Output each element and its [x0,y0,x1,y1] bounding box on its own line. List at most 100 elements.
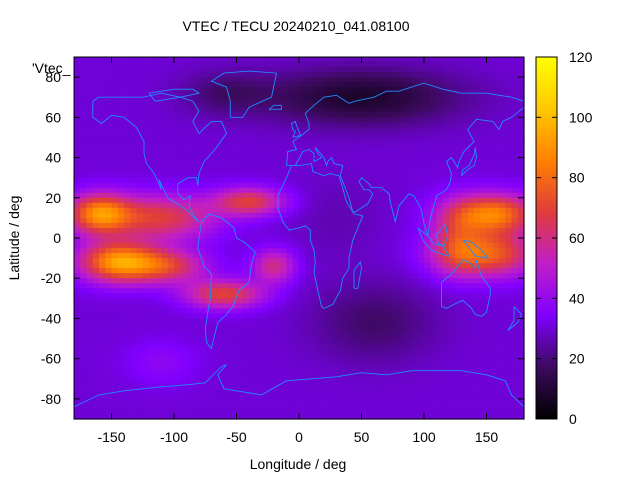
heatmap-cell [255,177,263,184]
heatmap-cell [324,62,331,68]
heatmap-cell [192,248,200,254]
heatmap-cell [86,67,94,73]
heatmap-cell [111,248,119,254]
heatmap-cell [99,373,106,380]
heatmap-cell [417,378,425,385]
heatmap-cell [424,82,431,88]
heatmap-cell [299,328,306,335]
heatmap-cell [324,388,331,395]
heatmap-cell [411,363,419,370]
heatmap-cell [436,363,444,370]
heatmap-cell [86,363,94,370]
heatmap-cell [86,77,94,83]
heatmap-cell [480,253,488,259]
heatmap-cell [242,303,250,309]
heatmap-cell [286,303,294,309]
heatmap-cell [424,398,431,405]
heatmap-cell [274,132,281,139]
heatmap-cell [224,217,231,224]
heatmap-cell [424,378,431,385]
heatmap-cell [192,177,200,184]
heatmap-cell [480,288,488,294]
heatmap-cell [105,137,113,144]
heatmap-cell [224,177,231,184]
heatmap-cell [380,182,388,189]
heatmap-cell [392,192,400,199]
heatmap-cell [392,298,400,304]
heatmap-cell [280,147,288,154]
heatmap-cell [505,278,513,284]
heatmap-cell [349,358,356,365]
heatmap-cell [449,353,456,360]
heatmap-cell [192,273,200,279]
heatmap-cell [324,202,331,209]
heatmap-cell [399,187,406,194]
heatmap-cell [186,152,194,159]
heatmap-cell [305,142,313,149]
heatmap-cell [361,298,369,304]
heatmap-cell [467,298,475,304]
heatmap-cell [136,348,144,355]
heatmap-cell [186,57,194,63]
heatmap-cell [336,333,344,340]
heatmap-cell [136,253,144,259]
heatmap-cell [305,373,313,380]
heatmap-cell [174,283,181,289]
heatmap-cell [342,303,350,309]
heatmap-cell [155,192,163,199]
heatmap-cell [505,253,513,259]
heatmap-cell [217,303,225,309]
heatmap-cell [155,263,163,269]
heatmap-cell [161,122,169,128]
heatmap-cell [417,313,425,320]
heatmap-cell [255,303,263,309]
heatmap-cell [417,222,425,229]
heatmap-cell [442,207,450,214]
heatmap-cell [424,268,431,274]
heatmap-cell [261,398,269,405]
heatmap-cell [99,97,106,103]
heatmap-cell [324,192,331,199]
heatmap-cell [405,117,413,123]
heatmap-cell [430,353,438,360]
heatmap-cell [299,137,306,144]
heatmap-cell [199,182,206,189]
heatmap-cell [155,308,163,315]
heatmap-cell [249,232,256,239]
heatmap-cell [130,107,138,113]
heatmap-cell [217,248,225,254]
heatmap-cell [230,398,238,405]
heatmap-cell [192,117,200,123]
heatmap-cell [174,273,181,279]
heatmap-cell [255,222,263,229]
heatmap-cell [236,358,244,365]
heatmap-cell [242,338,250,345]
heatmap-cell [511,373,519,380]
heatmap-cell [105,82,113,88]
heatmap-cell [124,172,131,179]
heatmap-cell [311,182,319,189]
heatmap-cell [136,293,144,299]
heatmap-cell [355,263,363,269]
heatmap-cell [492,303,500,309]
heatmap-cell [224,263,231,269]
heatmap-cell [305,117,313,123]
heatmap-cell [299,57,306,63]
heatmap-cell [255,62,263,68]
heatmap-cell [349,393,356,400]
heatmap-cell [455,283,463,289]
heatmap-cell [136,343,144,350]
heatmap-cell [205,232,213,239]
heatmap-cell [224,112,231,118]
heatmap-cell [486,162,494,169]
heatmap-cell [486,107,494,113]
heatmap-cell [311,127,319,134]
heatmap-cell [274,232,281,239]
heatmap-cell [199,187,206,194]
heatmap-cell [99,308,106,315]
heatmap-cell [136,283,144,289]
heatmap-cell [161,67,169,73]
heatmap-cell [167,197,175,204]
heatmap-cell [142,222,150,229]
heatmap-cell [255,147,263,154]
